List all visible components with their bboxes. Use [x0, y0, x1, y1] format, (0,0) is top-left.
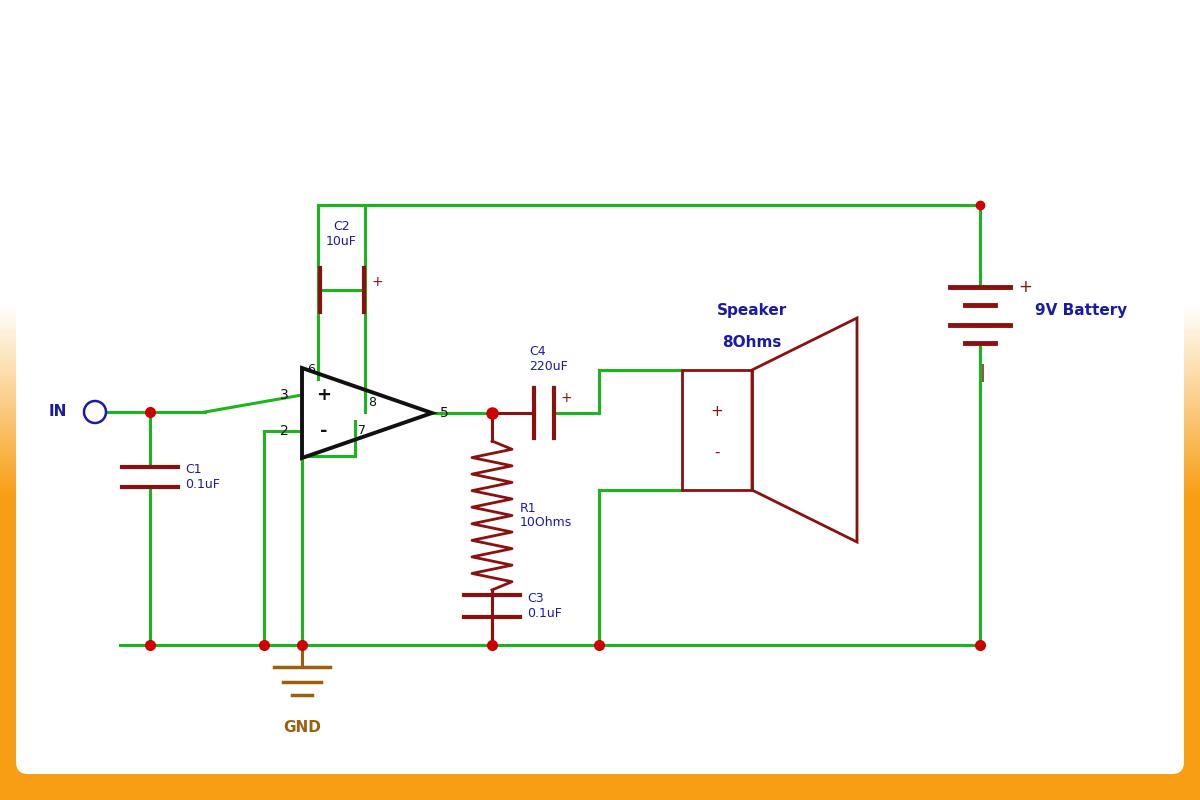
- FancyBboxPatch shape: [16, 26, 1184, 774]
- Text: +: +: [710, 405, 724, 419]
- Text: 6: 6: [307, 363, 316, 376]
- Text: +: +: [1018, 278, 1032, 296]
- Text: C2
10uF: C2 10uF: [326, 220, 356, 248]
- Text: C1
0.1uF: C1 0.1uF: [185, 463, 220, 491]
- Text: 8: 8: [368, 396, 376, 409]
- Bar: [682, 370, 752, 490]
- Text: +: +: [317, 386, 331, 404]
- Text: WELLPCB: WELLPCB: [92, 717, 180, 735]
- Text: 7: 7: [358, 424, 366, 438]
- Text: GND: GND: [283, 720, 320, 735]
- Text: R1
10Ohms: R1 10Ohms: [520, 502, 572, 530]
- Text: |: |: [980, 364, 986, 382]
- Text: C4
220uF: C4 220uF: [529, 345, 568, 373]
- Text: Speaker: Speaker: [716, 303, 787, 318]
- Text: 3: 3: [281, 388, 289, 402]
- Text: -: -: [714, 445, 720, 459]
- Text: +: +: [372, 275, 383, 289]
- Text: 9V Battery: 9V Battery: [1036, 302, 1127, 318]
- Text: 5: 5: [440, 406, 449, 420]
- Text: C3
0.1uF: C3 0.1uF: [527, 592, 562, 620]
- Text: 8Ohms: 8Ohms: [722, 335, 781, 350]
- Text: 2: 2: [281, 424, 289, 438]
- Text: +: +: [560, 391, 571, 405]
- Text: -: -: [320, 422, 328, 440]
- Text: IN: IN: [49, 405, 67, 419]
